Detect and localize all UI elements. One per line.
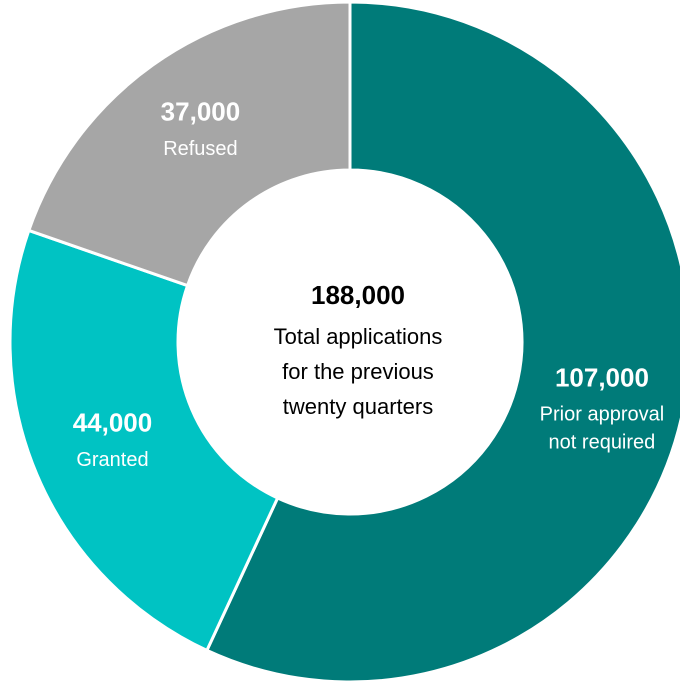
center-title: 188,000 — [311, 280, 405, 310]
segment-category-label: Refused — [163, 138, 238, 160]
segment-value-label: 37,000 — [161, 97, 241, 127]
segment-value-label: 107,000 — [555, 362, 649, 392]
donut-hole — [179, 171, 521, 513]
segment-value-label: 44,000 — [73, 408, 153, 438]
center-text: Total applications — [274, 324, 443, 349]
center-text: twenty quarters — [283, 394, 433, 419]
center-text: for the previous — [282, 359, 434, 384]
donut-segment — [8, 228, 280, 653]
segment-category-label: Granted — [76, 449, 148, 471]
donut-segment — [26, 0, 352, 288]
donut-segment — [204, 0, 680, 684]
segment-category-label: Prior approval not required — [540, 404, 665, 454]
